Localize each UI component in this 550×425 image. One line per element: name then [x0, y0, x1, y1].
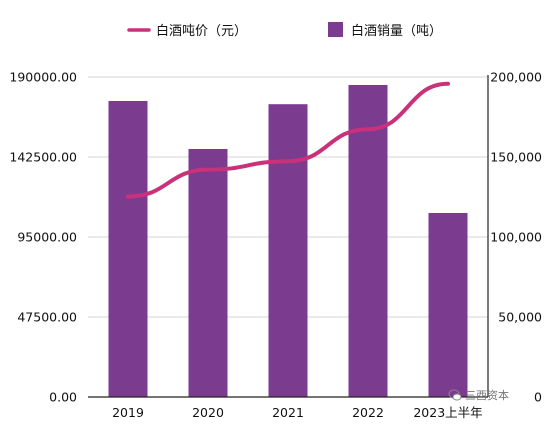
axes	[88, 75, 489, 398]
bar-2020	[188, 149, 228, 397]
line-point-2019	[126, 195, 130, 199]
x-tick-label: 2020	[192, 405, 224, 420]
line-point-2022	[366, 127, 370, 131]
line-point-2021	[286, 159, 290, 163]
left-tick-label: 47500.00	[17, 310, 77, 325]
bar-2023上半年	[428, 213, 468, 397]
x-tick-label: 2021	[272, 405, 304, 420]
legend-swatch-bar	[328, 22, 343, 37]
line-point-2023上半年	[446, 82, 450, 86]
legend: 白酒吨价（元） 白酒销量（吨）	[127, 22, 442, 39]
line-point-2020	[206, 168, 210, 172]
bar-series	[108, 85, 468, 397]
right-tick-label: 50,000	[498, 310, 542, 325]
left-axis-ticks: 0.00 47500.00 95000.00 142500.00 190000.00	[9, 70, 77, 405]
x-tick-label: 2019	[112, 405, 144, 420]
left-tick-label: 142500.00	[9, 150, 77, 165]
bar-2021	[268, 104, 308, 397]
right-tick-label: 150,000	[490, 150, 542, 165]
watermark-text: 三酉资本	[465, 389, 509, 402]
right-axis-ticks: 0 50,000 100,000 150,000 200,000	[490, 70, 542, 405]
right-tick-label: 200,000	[490, 70, 542, 85]
legend-label-line: 白酒吨价（元）	[156, 23, 247, 39]
left-tick-label: 190000.00	[9, 70, 77, 85]
watermark: 三酉资本	[448, 384, 509, 406]
x-tick-label: 2022	[352, 405, 384, 420]
left-tick-label: 0.00	[49, 390, 77, 405]
wechat-icon	[448, 389, 462, 401]
right-tick-label: 0	[534, 390, 542, 405]
bar-2022	[348, 85, 388, 397]
line-series	[126, 81, 450, 199]
bar-2019	[108, 101, 148, 397]
x-axis-ticks: 2019 2020 2021 2022 2023上半年	[112, 405, 483, 420]
legend-label-bar: 白酒销量（吨）	[351, 23, 442, 39]
left-tick-label: 95000.00	[17, 230, 77, 245]
right-tick-label: 100,000	[490, 230, 542, 245]
x-tick-label: 2023上半年	[413, 405, 482, 420]
